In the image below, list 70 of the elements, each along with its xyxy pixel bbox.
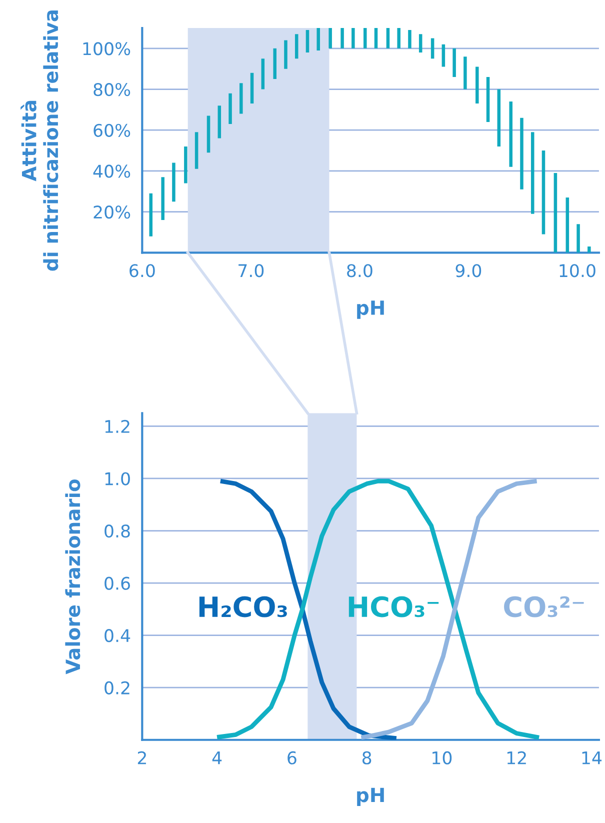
bar	[316, 28, 320, 50]
bar	[509, 102, 512, 167]
bar	[206, 116, 210, 153]
bar	[530, 132, 534, 214]
x-tick-label: 12	[507, 751, 526, 764]
y-axis-title: Valore frazionario	[65, 479, 80, 674]
x-axis-title: pH	[357, 300, 384, 319]
y-tick-label: 80%	[94, 82, 130, 96]
y-tick-label: 0.8	[104, 524, 130, 538]
bar	[172, 162, 176, 202]
y-tick-label: 0.6	[104, 576, 130, 590]
bar	[261, 58, 265, 90]
bar	[306, 30, 310, 52]
bar	[340, 28, 344, 48]
bar	[588, 246, 591, 253]
bar	[149, 193, 153, 236]
x-tick-label: 8	[362, 751, 372, 764]
bar	[273, 48, 276, 80]
bar	[328, 28, 332, 48]
bar	[408, 30, 412, 48]
bar	[294, 34, 298, 59]
bar	[284, 40, 288, 69]
x-tick-label: 10	[432, 751, 452, 764]
y-axis-title: Attività di nitrificazione relativa	[20, 10, 58, 271]
x-tick-label: 2	[138, 751, 146, 764]
x-tick-label: 9.0	[456, 264, 482, 278]
bar	[576, 224, 580, 253]
bar	[228, 93, 232, 124]
y-tick-label: 60%	[94, 124, 130, 137]
bar	[520, 118, 524, 190]
bar	[554, 173, 558, 253]
bar	[430, 38, 434, 59]
bar	[363, 28, 367, 48]
bar	[497, 89, 501, 146]
x-tick-label: 7.0	[238, 264, 264, 278]
bar	[374, 28, 378, 48]
bar	[542, 150, 546, 234]
bar	[352, 28, 355, 48]
bar	[386, 28, 390, 48]
bar	[566, 198, 570, 253]
bar	[218, 106, 222, 138]
bar	[452, 48, 456, 78]
series-label: HCO₃⁻	[348, 596, 439, 618]
y-tick-label: 40%	[93, 164, 130, 178]
bar	[397, 28, 400, 48]
bar	[464, 56, 467, 90]
bar	[476, 66, 479, 104]
y-tick-label: 0.4	[104, 629, 130, 642]
y-tick-label: 0.2	[104, 681, 130, 694]
series-label: H₂CO₃	[199, 596, 287, 618]
series-label: CO₃²⁻	[504, 596, 584, 618]
bar	[250, 72, 254, 104]
y-tick-label: 20%	[94, 206, 130, 219]
x-tick-label: 8.0	[347, 264, 372, 278]
y-tick-label: 1.2	[105, 420, 130, 433]
x-tick-label: 6.0	[130, 264, 155, 278]
bar	[240, 83, 243, 114]
bar	[161, 177, 164, 220]
x-tick-label: 4	[212, 752, 222, 764]
x-tick-label: 6	[288, 751, 296, 764]
bar	[486, 77, 490, 122]
x-tick-label: 10.0	[560, 264, 596, 278]
bar	[418, 34, 422, 52]
bar	[442, 44, 446, 67]
bar	[184, 146, 188, 184]
y-tick-label: 100%	[83, 42, 130, 56]
bar	[194, 132, 198, 169]
y-tick-label: 1.0	[105, 472, 130, 486]
x-axis-title: pH	[357, 788, 384, 806]
x-tick-label: 14	[582, 752, 602, 764]
